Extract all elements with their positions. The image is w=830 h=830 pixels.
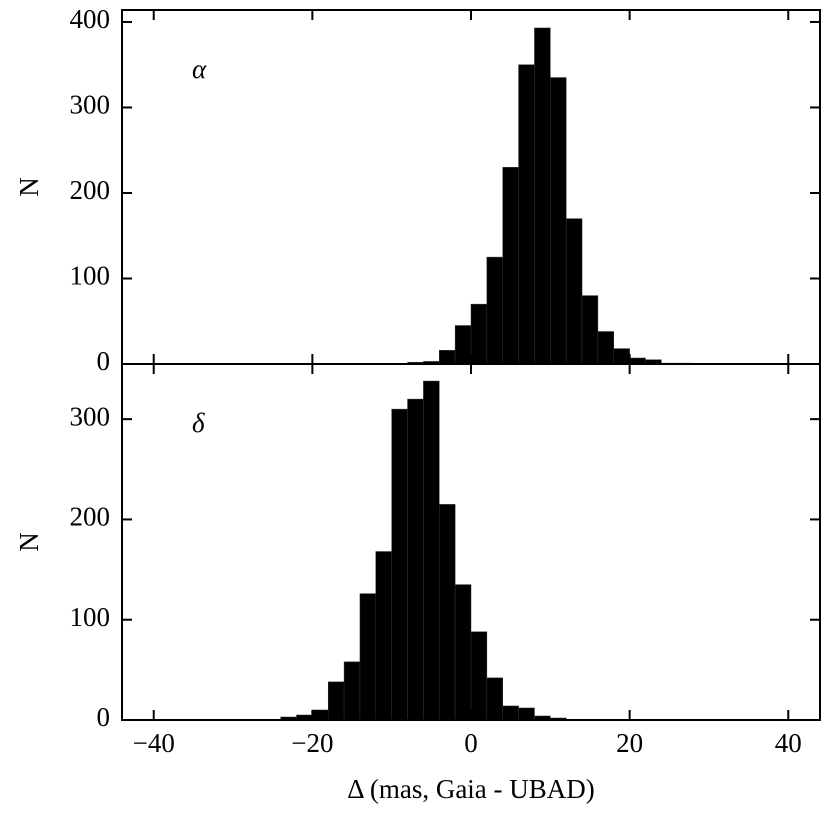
bar <box>565 218 583 365</box>
bar <box>597 331 615 365</box>
bar <box>407 398 424 721</box>
bar <box>439 350 456 365</box>
annotation: α <box>192 54 207 84</box>
bar <box>359 593 377 721</box>
plot-frame <box>121 363 821 721</box>
y-tick-label: 200 <box>70 502 111 532</box>
bar <box>454 325 472 365</box>
y-axis-label: N <box>14 532 44 552</box>
bar <box>486 677 503 721</box>
annotation: δ <box>192 408 205 438</box>
bar <box>470 631 488 721</box>
bar <box>439 504 456 721</box>
bar <box>581 295 599 365</box>
bar <box>550 77 567 365</box>
bar <box>454 584 472 721</box>
x-axis-label: Δ (mas, Gaia - UBAD) <box>347 774 595 804</box>
y-tick-label: 200 <box>70 175 111 205</box>
x-tick-label: 20 <box>616 728 643 758</box>
y-tick-label: 100 <box>70 602 111 632</box>
bar <box>502 705 519 721</box>
x-tick-label: −20 <box>291 728 333 758</box>
y-tick-label: 400 <box>70 4 111 34</box>
bar <box>327 681 345 721</box>
bar <box>312 709 329 721</box>
y-tick-label: 0 <box>97 702 111 732</box>
bar <box>343 661 361 721</box>
bar <box>518 707 535 721</box>
bar <box>391 408 408 721</box>
y-tick-label: 300 <box>70 401 111 431</box>
bar <box>375 551 392 721</box>
bar <box>534 27 551 365</box>
bar <box>470 303 488 365</box>
y-tick-label: 300 <box>70 90 111 120</box>
bar <box>518 64 535 365</box>
bar <box>486 256 503 365</box>
bar <box>613 348 630 365</box>
x-tick-label: 0 <box>464 728 478 758</box>
x-tick-label: −40 <box>133 728 175 758</box>
y-axis-label: N <box>14 177 44 197</box>
y-tick-label: 100 <box>70 261 111 291</box>
bar <box>502 167 519 365</box>
x-tick-label: 40 <box>775 728 802 758</box>
y-tick-label: 0 <box>97 346 111 376</box>
bar <box>423 380 440 721</box>
